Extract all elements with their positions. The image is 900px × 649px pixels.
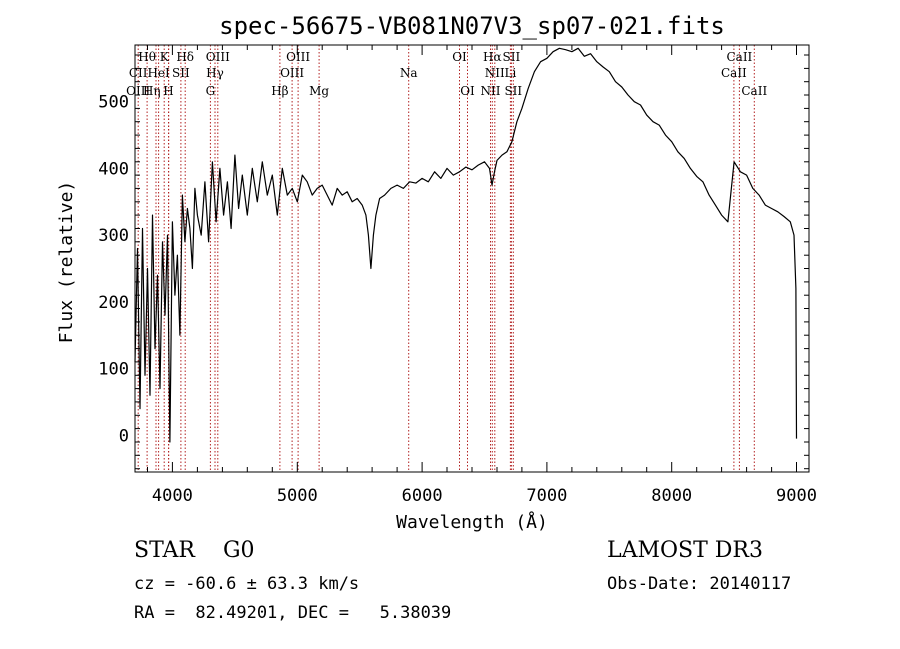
y-tick-label: 0 (119, 426, 129, 446)
line-label: OIII (126, 84, 150, 98)
line-label: K (160, 50, 170, 64)
line-label: Hγ (206, 66, 224, 80)
line-label: Na (400, 66, 418, 80)
line-label: OIII (280, 66, 304, 80)
spectrum-line (134, 47, 798, 443)
y-tick-label: 500 (98, 93, 129, 113)
line-label: Mg (309, 84, 329, 98)
line-label: NII (485, 66, 505, 80)
x-tick-label: 6000 (402, 486, 443, 506)
x-tick-label: 5000 (277, 486, 318, 506)
observation-date: Obs-Date: 20140117 (607, 574, 792, 594)
line-label: SII (172, 66, 190, 80)
y-tick-label: 400 (98, 159, 129, 179)
y-axis: 0 100 200 300 400 500 (98, 54, 809, 470)
x-axis-label: Wavelength (Å) (396, 511, 548, 533)
line-label: G (206, 84, 216, 98)
line-label: CaII (741, 84, 767, 98)
y-axis-label: Flux (relative) (56, 181, 77, 344)
line-label: CaII (721, 66, 747, 80)
line-label: CII (129, 66, 148, 80)
line-label: Hθ (138, 50, 156, 64)
line-label: CaII (726, 50, 752, 64)
line-label: Hβ (271, 84, 288, 98)
line-label: HeI (147, 66, 170, 80)
x-tick-label: 4000 (152, 486, 193, 506)
chart-title: spec-56675-VB081N07V3_sp07-021.fits (219, 12, 725, 40)
line-label: SII (504, 84, 522, 98)
x-tick-label: 8000 (651, 486, 692, 506)
x-tick-label: 9000 (776, 486, 817, 506)
object-class: STAR G0 (134, 538, 255, 563)
y-tick-label: 100 (98, 360, 129, 380)
line-label: H (163, 84, 173, 98)
line-label: OIII (206, 50, 230, 64)
line-label: Hα (483, 50, 502, 64)
redshift-value: cz = -60.6 ± 63.3 km/s (134, 574, 360, 594)
line-label: SII (503, 50, 521, 64)
line-label: OIII (286, 50, 310, 64)
line-label: Li (504, 66, 516, 80)
y-tick-label: 300 (98, 226, 129, 246)
x-axis: 4000 5000 6000 7000 8000 9000 (147, 45, 817, 506)
survey-name: LAMOST DR3 (607, 538, 763, 563)
line-label: Hδ (176, 50, 194, 64)
line-label: NII (481, 84, 501, 98)
line-label: OI (460, 84, 475, 98)
y-tick-label: 200 (98, 293, 129, 313)
line-label: Hη (143, 84, 161, 98)
coordinates: RA = 82.49201, DEC = 5.38039 (134, 603, 452, 623)
line-label: OI (452, 50, 467, 64)
x-tick-label: 7000 (526, 486, 567, 506)
